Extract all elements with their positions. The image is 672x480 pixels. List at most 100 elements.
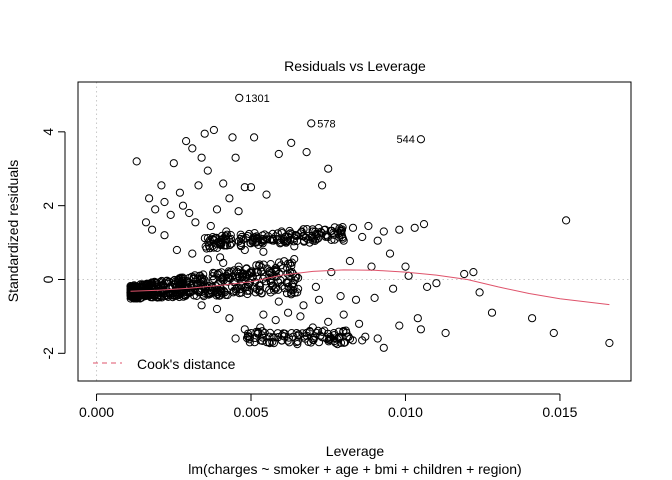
data-point xyxy=(285,226,294,236)
data-point xyxy=(179,275,188,284)
data-point xyxy=(277,336,286,345)
data-point xyxy=(271,316,280,325)
point-labels: 1301 578 544 xyxy=(245,93,415,146)
data-point xyxy=(147,281,156,290)
data-point xyxy=(228,282,237,291)
data-point xyxy=(132,157,141,166)
y-tick-label: -2 xyxy=(40,347,56,360)
data-point xyxy=(311,282,320,291)
data-point xyxy=(234,272,243,281)
data-point xyxy=(218,234,227,243)
data-point xyxy=(274,149,283,159)
data-point xyxy=(309,333,319,343)
x-tick-label: 0.000 xyxy=(79,404,114,420)
data-point xyxy=(271,284,280,293)
data-point xyxy=(282,278,291,287)
data-point xyxy=(296,312,305,321)
outlier-point xyxy=(416,135,426,144)
data-point xyxy=(141,218,151,227)
data-point xyxy=(416,325,425,334)
data-point xyxy=(264,338,274,347)
data-point xyxy=(276,238,285,247)
data-point xyxy=(240,325,249,334)
data-point xyxy=(251,288,260,297)
data-point xyxy=(250,338,259,347)
data-point xyxy=(283,263,292,272)
data-point xyxy=(280,284,289,293)
outlier-point xyxy=(235,93,244,102)
x-axis-label: Leverage xyxy=(326,443,385,459)
data-point xyxy=(166,283,175,292)
data-point xyxy=(139,280,148,289)
data-point xyxy=(200,234,209,243)
legend-label: Cook's distance xyxy=(137,356,236,372)
data-point xyxy=(290,242,299,251)
data-point xyxy=(475,288,484,297)
data-point xyxy=(293,340,302,349)
data-point xyxy=(268,337,277,346)
data-point xyxy=(253,236,262,245)
data-point xyxy=(278,264,287,273)
x-tick-label: 0.005 xyxy=(233,404,268,420)
data-point xyxy=(210,274,219,283)
data-point xyxy=(256,281,265,290)
data-point xyxy=(137,293,146,302)
data-point xyxy=(237,232,246,242)
data-point xyxy=(351,295,361,304)
data-point xyxy=(217,235,226,244)
data-point xyxy=(262,190,271,199)
data-point xyxy=(222,271,231,280)
data-point xyxy=(209,125,218,135)
data-point xyxy=(413,314,422,323)
data-point xyxy=(302,148,311,157)
data-point xyxy=(460,269,469,279)
data-point xyxy=(370,293,379,302)
data-point xyxy=(273,229,282,238)
data-point xyxy=(259,310,268,319)
data-point xyxy=(255,287,264,296)
data-point xyxy=(302,328,311,338)
data-point xyxy=(342,332,351,341)
data-point xyxy=(240,183,249,192)
data-point xyxy=(153,292,162,301)
data-point xyxy=(228,133,237,142)
data-point xyxy=(292,329,301,338)
data-point xyxy=(280,232,290,242)
data-point xyxy=(265,270,274,280)
data-point xyxy=(196,287,206,297)
data-point xyxy=(358,336,367,345)
outlier-label: 1301 xyxy=(245,93,269,105)
data-point xyxy=(147,291,156,300)
data-point xyxy=(401,262,410,271)
data-point xyxy=(289,237,298,246)
data-point xyxy=(148,225,157,234)
data-point xyxy=(318,327,327,336)
data-point xyxy=(296,229,305,238)
data-point xyxy=(224,267,233,276)
data-point xyxy=(214,291,224,300)
data-point xyxy=(265,285,274,294)
data-point xyxy=(178,278,188,287)
data-point xyxy=(160,231,169,240)
data-point xyxy=(203,166,212,175)
data-point xyxy=(179,290,188,299)
data-point xyxy=(287,267,296,277)
data-point xyxy=(288,279,298,288)
smoother-line xyxy=(130,269,610,306)
data-point xyxy=(261,277,270,286)
data-point xyxy=(234,262,243,271)
data-point xyxy=(308,227,317,236)
data-point xyxy=(160,279,169,288)
data-point xyxy=(258,234,268,244)
data-point xyxy=(549,328,558,338)
data-point xyxy=(231,153,240,162)
data-point xyxy=(172,245,181,255)
data-point xyxy=(338,223,347,232)
data-point xyxy=(243,332,252,341)
data-point xyxy=(229,288,238,297)
data-point xyxy=(528,314,537,323)
data-point xyxy=(324,335,333,344)
y-axis: -2 0 2 4 xyxy=(40,128,66,360)
data-point xyxy=(562,216,571,225)
data-point xyxy=(231,334,240,343)
